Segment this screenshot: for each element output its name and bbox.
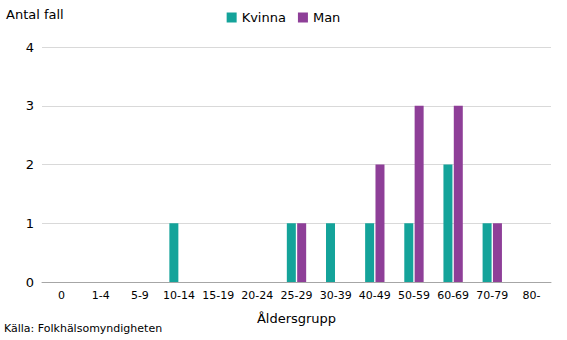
- svg-text:80-: 80-: [522, 289, 540, 302]
- svg-text:Källa: Folkhälsomyndigheten: Källa: Folkhälsomyndigheten: [4, 322, 162, 335]
- svg-text:60-69: 60-69: [437, 289, 469, 302]
- svg-text:Åldersgrupp: Åldersgrupp: [257, 311, 336, 326]
- svg-text:5-9: 5-9: [131, 289, 149, 302]
- svg-text:10-14: 10-14: [163, 289, 195, 302]
- svg-text:40-49: 40-49: [359, 289, 391, 302]
- svg-text:30-39: 30-39: [320, 289, 352, 302]
- svg-text:2: 2: [26, 157, 34, 172]
- svg-text:15-19: 15-19: [202, 289, 234, 302]
- svg-text:Kvinna: Kvinna: [242, 10, 286, 25]
- svg-text:50-59: 50-59: [398, 289, 430, 302]
- svg-text:0: 0: [26, 275, 34, 290]
- svg-text:Man: Man: [313, 10, 340, 25]
- svg-text:20-24: 20-24: [241, 289, 273, 302]
- svg-text:Antal fall: Antal fall: [6, 7, 64, 22]
- svg-text:25-29: 25-29: [281, 289, 313, 302]
- svg-text:4: 4: [26, 40, 34, 55]
- svg-text:0: 0: [58, 289, 65, 302]
- svg-text:70-79: 70-79: [476, 289, 508, 302]
- svg-text:1: 1: [26, 216, 34, 231]
- svg-text:1-4: 1-4: [92, 289, 110, 302]
- svg-text:3: 3: [26, 98, 34, 113]
